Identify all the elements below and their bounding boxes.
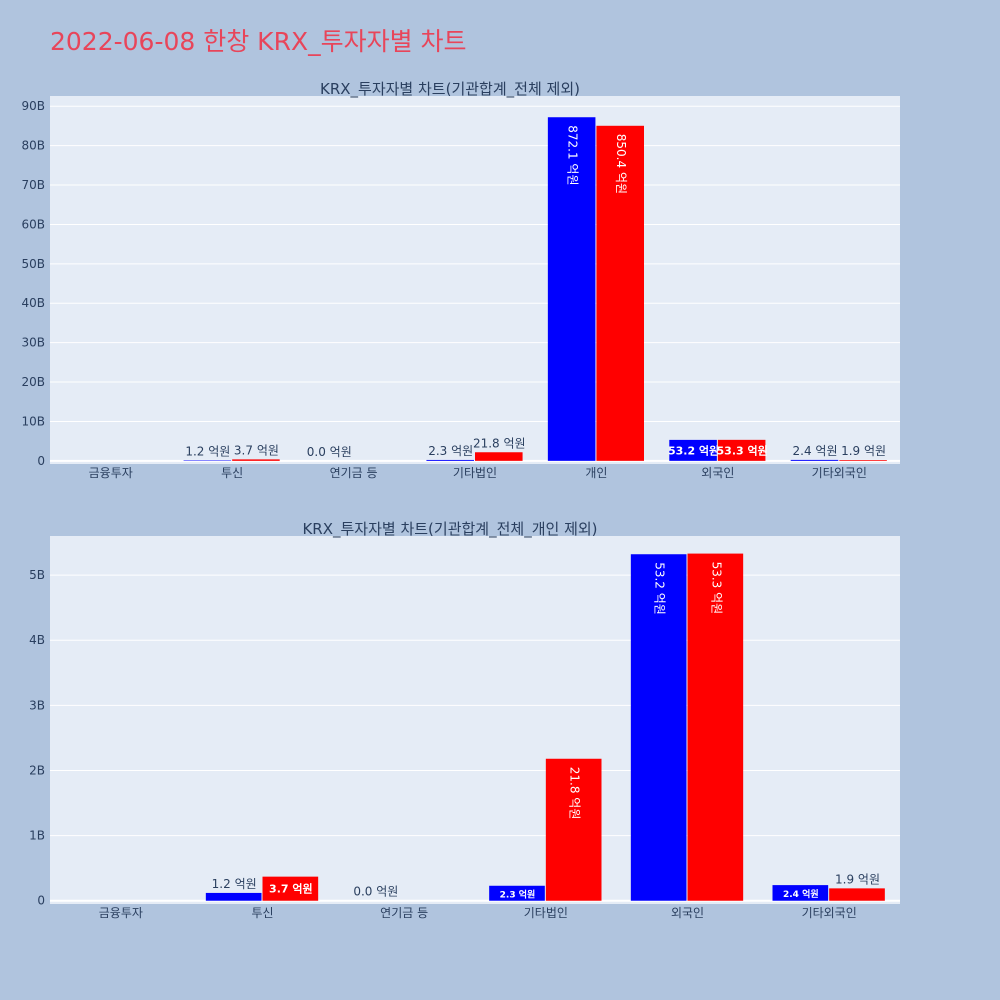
chart-1-bar-label: 53.3 억원 xyxy=(717,443,768,457)
chart-2-x-tick-label: 연기금 등 xyxy=(380,906,428,920)
chart-2-plot-area xyxy=(50,536,900,904)
chart-1-y-tick-label: 70B xyxy=(21,178,45,192)
chart-1-bar xyxy=(426,459,474,461)
chart-2-bar xyxy=(687,553,744,901)
chart-2-bar xyxy=(829,888,885,901)
chart-2-bar xyxy=(262,876,319,901)
chart-2-y-tick-label: 1B xyxy=(29,829,45,843)
chart-1-bar xyxy=(232,459,280,461)
chart-1-x-tick-label: 기타법인 xyxy=(453,466,497,480)
chart-2-bar-label: 53.3 억원 xyxy=(709,562,723,615)
chart-2-bar xyxy=(489,885,545,901)
chart-2-x-tick-label: 외국인 xyxy=(671,906,704,920)
chart-1-bar xyxy=(475,452,523,461)
chart-1-title: KRX_투자자별 차트(기관합계_전체 제외) xyxy=(320,80,580,99)
chart-1-y-tick-label: 0 xyxy=(37,454,45,468)
chart-2-bar-label: 0.0 억원 xyxy=(353,885,398,899)
chart-1-bar-label: 2.4 억원 xyxy=(793,444,838,458)
chart-1-x-tick-label: 개인 xyxy=(585,466,607,480)
chart-1-bar-label: 53.2 억원 xyxy=(668,443,719,457)
chart-1-bar-label: 0.0 억원 xyxy=(307,445,352,459)
chart-1-bar-label: 2.3 억원 xyxy=(428,444,473,458)
chart-1-bar-label: 850.4 억원 xyxy=(614,134,628,194)
chart-2-y-tick-label: 3B xyxy=(29,698,45,712)
chart-2-bar-label: 21.8 억원 xyxy=(568,767,582,820)
chart-1-x-tick-label: 금융투자 xyxy=(89,466,133,480)
chart-1-bar xyxy=(790,459,839,461)
chart-2-x-tick-label: 금융투자 xyxy=(99,906,143,920)
chart-2-bar-label: 53.2 억원 xyxy=(653,562,667,615)
chart-2-y-tick-label: 5B xyxy=(29,568,45,582)
chart-2-y-tick-label: 2B xyxy=(29,763,45,777)
chart-2-bar xyxy=(545,758,602,901)
chart-2-bar-label: 1.9 억원 xyxy=(835,872,880,886)
chart-1-x-tick-label: 기타외국인 xyxy=(812,466,867,480)
chart-2-title: KRX_투자자별 차트(기관합계_전체_개인 제외) xyxy=(302,520,597,539)
chart-1-y-tick-label: 60B xyxy=(21,217,45,231)
chart-1-y-tick-label: 20B xyxy=(21,375,45,389)
page-title: 2022-06-08 한창 KRX_투자자별 차트 xyxy=(50,27,467,56)
chart-2-bar xyxy=(630,554,687,901)
chart-1-y-tick-label: 30B xyxy=(21,336,45,350)
chart-1-y-tick-label: 10B xyxy=(21,414,45,428)
chart-2-x-tick-label: 투신 xyxy=(251,906,273,920)
chart-1-bar xyxy=(596,125,644,461)
chart-2-x-tick-label: 기타외국인 xyxy=(802,906,857,920)
chart-2-bar xyxy=(772,885,829,901)
chart-1-plot-area xyxy=(50,96,900,464)
chart-1-bar xyxy=(547,117,596,461)
chart-2-y-tick-label: 4B xyxy=(29,633,45,647)
chart-1-y-tick-label: 80B xyxy=(21,139,45,153)
chart-1-x-tick-label: 외국인 xyxy=(701,466,734,480)
chart-2-x-tick-label: 기타법인 xyxy=(524,906,568,920)
chart-1-y-tick-label: 90B xyxy=(21,99,45,113)
chart-1-bar-label: 3.7 억원 xyxy=(234,443,279,457)
chart-2-y-tick-label: 0 xyxy=(37,894,45,908)
chart-1-x-tick-label: 연기금 등 xyxy=(330,466,378,480)
chart-1-bar-label: 1.2 억원 xyxy=(185,444,230,458)
chart-1-bar xyxy=(839,460,887,461)
chart-1-bar-label: 1.9 억원 xyxy=(841,444,886,458)
chart-1-y-tick-label: 40B xyxy=(21,296,45,310)
chart-1-bar-label: 21.8 억원 xyxy=(473,436,526,450)
chart-1-bar xyxy=(717,439,766,461)
chart-2-bar-label: 2.3 억원 xyxy=(500,888,536,900)
chart-2-bar-label: 1.2 억원 xyxy=(212,877,257,891)
chart-1-bar xyxy=(669,439,717,461)
chart-1-x-tick-label: 투신 xyxy=(221,466,243,480)
chart-2-bar xyxy=(205,892,262,901)
chart-2-bar-label: 3.7 억원 xyxy=(269,882,313,896)
chart-2-bar-label: 2.4 억원 xyxy=(783,888,819,900)
chart-1-y-tick-label: 50B xyxy=(21,257,45,271)
chart-1-bar-label: 872.1 억원 xyxy=(566,125,580,185)
